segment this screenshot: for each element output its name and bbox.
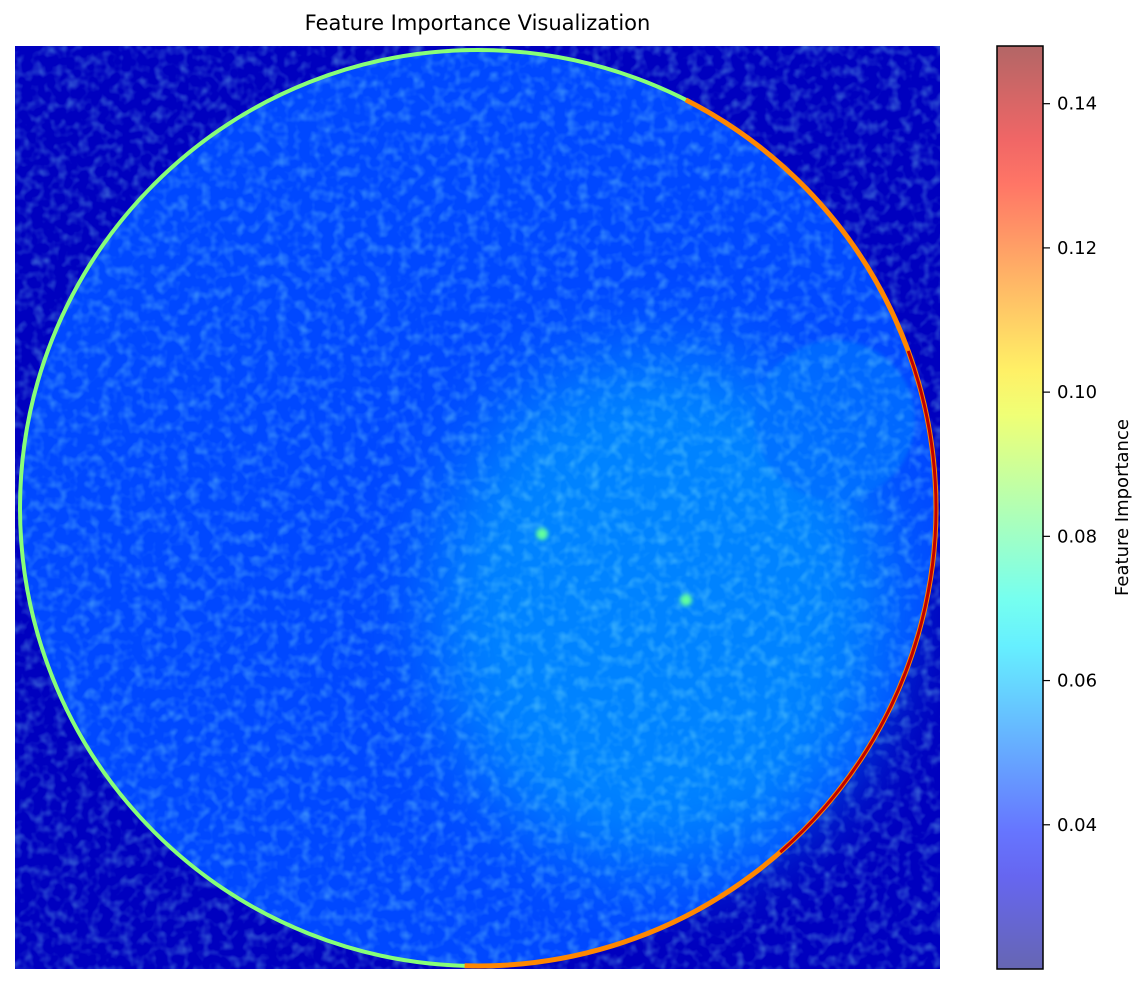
colorbar-tick-label: 0.08 bbox=[1057, 526, 1097, 547]
colorbar-gradient bbox=[997, 46, 1043, 969]
bright-spot bbox=[680, 594, 692, 606]
colorbar-tick-label: 0.14 bbox=[1057, 94, 1097, 115]
noise-texture bbox=[15, 46, 940, 969]
colorbar-label: Feature Importance bbox=[1112, 419, 1133, 596]
colorbar-tick-label: 0.06 bbox=[1057, 671, 1097, 692]
bright-spot bbox=[536, 528, 548, 540]
colorbar-tick-label: 0.04 bbox=[1057, 815, 1097, 836]
colorbar-frame bbox=[996, 45, 1044, 970]
chart-title: Feature Importance Visualization bbox=[304, 11, 651, 35]
disc-rim bbox=[779, 350, 938, 854]
colorbar-tick-label: 0.10 bbox=[1057, 382, 1097, 403]
colorbar-tick-label: 0.12 bbox=[1057, 238, 1097, 259]
colorbar: 0.04 0.06 0.08 0.10 0.12 0.14 Feature Importan… bbox=[996, 45, 1133, 970]
heatmap-image bbox=[15, 46, 940, 969]
